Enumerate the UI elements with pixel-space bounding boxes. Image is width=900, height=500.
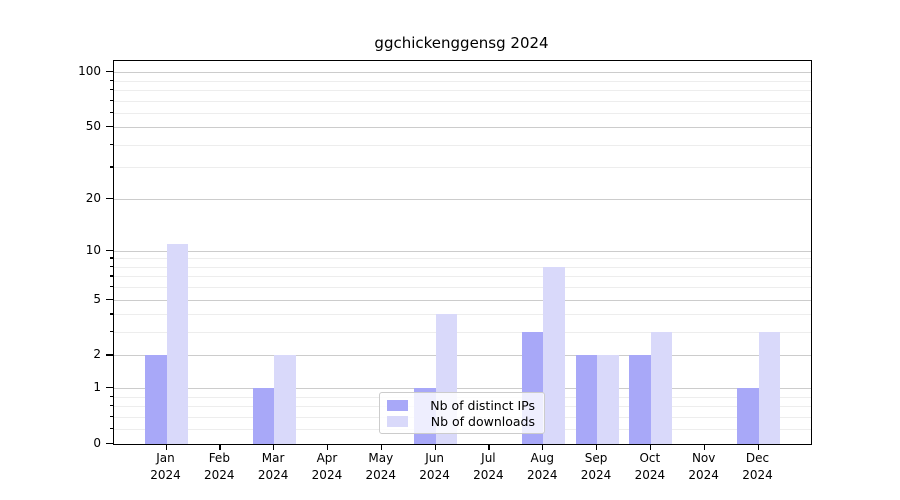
bar-downloads-oct	[650, 332, 673, 444]
gridline-minor	[114, 167, 811, 169]
x-tick-mark	[757, 444, 759, 450]
y-tick-mark	[106, 249, 113, 251]
y-tick-label: 0	[93, 436, 101, 450]
y-tick-label: 20	[85, 190, 101, 205]
y-minor-tick-mark	[110, 395, 113, 397]
x-tick-label: Aug 2024	[526, 451, 558, 482]
x-tick-mark	[273, 444, 275, 450]
y-minor-tick-mark	[110, 428, 113, 430]
y-minor-tick-mark	[110, 111, 113, 113]
plot-area	[113, 60, 812, 445]
x-tick-label: Apr 2024	[311, 451, 343, 482]
y-tick-mark	[106, 298, 113, 300]
bar-distinct-ips-dec	[737, 388, 759, 444]
y-minor-tick-mark	[110, 257, 113, 259]
legend-item-downloads: Nb of downloads	[387, 414, 535, 430]
x-tick-label: Jul 2024	[473, 451, 504, 482]
x-tick-mark	[434, 444, 436, 450]
x-tick-label: Jun 2024	[419, 451, 450, 482]
y-minor-tick-mark	[110, 143, 113, 145]
legend-label-distinct-ips: Nb of distinct IPs	[430, 398, 535, 414]
y-minor-tick-mark	[110, 331, 113, 333]
x-tick-label: May 2024	[365, 451, 397, 482]
bar-distinct-ips-mar	[252, 388, 275, 444]
y-tick-label: 5	[93, 291, 101, 306]
x-tick-mark	[165, 444, 167, 450]
y-tick-mark	[106, 71, 113, 73]
gridline-major	[114, 355, 811, 357]
x-tick-mark	[488, 444, 490, 450]
y-minor-tick-mark	[110, 275, 113, 277]
x-tick-mark	[326, 444, 329, 450]
y-minor-tick-mark	[110, 166, 113, 168]
legend: Nb of distinct IPs Nb of downloads	[379, 392, 545, 434]
gridline-minor	[114, 266, 811, 268]
gridline-major	[114, 388, 811, 390]
x-tick-label: Dec 2024	[742, 451, 773, 482]
legend-swatch-distinct-ips	[387, 400, 408, 412]
bar-downloads-aug	[543, 266, 565, 444]
y-tick-label: 100	[78, 64, 101, 79]
legend-item-distinct-ips: Nb of distinct IPs	[387, 398, 535, 414]
gridline-minor	[114, 287, 811, 289]
gridline-major	[114, 198, 811, 200]
x-tick-label: Mar 2024	[257, 451, 289, 482]
bar-downloads-sep	[597, 355, 619, 444]
y-tick-label: 2	[93, 347, 101, 362]
x-tick-mark	[380, 444, 382, 450]
x-tick-label: Nov 2024	[688, 451, 719, 482]
y-tick-label: 1	[93, 380, 101, 395]
bar-downloads-mar	[274, 355, 296, 444]
y-minor-tick-mark	[110, 313, 113, 315]
gridline-major	[114, 127, 811, 129]
bar-distinct-ips-jan	[145, 355, 167, 444]
x-tick-label: Sep 2024	[580, 451, 612, 482]
y-tick-label: 50	[85, 119, 101, 134]
gridline-minor	[114, 144, 811, 146]
chart-title: ggchickenggensg 2024	[374, 34, 549, 52]
y-minor-tick-mark	[110, 415, 113, 418]
gridline-minor	[114, 314, 811, 316]
gridline-minor	[114, 332, 811, 334]
gridline-major	[114, 72, 811, 74]
gridline-minor	[114, 89, 811, 91]
x-tick-mark	[596, 444, 598, 450]
x-tick-mark	[703, 444, 705, 450]
y-minor-tick-mark	[110, 286, 113, 288]
y-minor-tick-mark	[110, 79, 113, 81]
x-tick-label: Jan 2024	[150, 451, 181, 482]
y-minor-tick-mark	[110, 99, 113, 101]
gridline-minor	[114, 112, 811, 114]
y-minor-tick-mark	[110, 405, 113, 407]
x-tick-label: Feb 2024	[204, 451, 235, 482]
y-tick-mark	[106, 443, 113, 445]
gridline-minor	[114, 100, 811, 102]
x-tick-mark	[542, 444, 544, 450]
gridline-minor	[114, 258, 811, 260]
y-tick-mark	[106, 354, 113, 356]
y-minor-tick-mark	[110, 265, 113, 268]
y-tick-mark	[106, 197, 113, 199]
legend-label-downloads: Nb of downloads	[430, 413, 535, 429]
gridline-major	[114, 299, 811, 301]
gridline-minor	[114, 276, 811, 278]
y-tick-mark	[106, 126, 113, 128]
y-tick-label: 10	[85, 242, 101, 257]
x-tick-label: Oct 2024	[634, 451, 666, 482]
bar-distinct-ips-oct	[629, 355, 651, 444]
x-tick-mark	[649, 444, 652, 450]
gridline-major	[114, 250, 811, 252]
gridline-minor	[114, 80, 811, 82]
bar-downloads-dec	[758, 332, 780, 444]
bar-distinct-ips-sep	[575, 355, 598, 444]
x-tick-mark	[219, 444, 221, 450]
y-minor-tick-mark	[110, 88, 113, 91]
bar-downloads-jan	[166, 243, 188, 444]
legend-swatch-downloads	[387, 415, 408, 427]
y-tick-mark	[106, 387, 113, 389]
